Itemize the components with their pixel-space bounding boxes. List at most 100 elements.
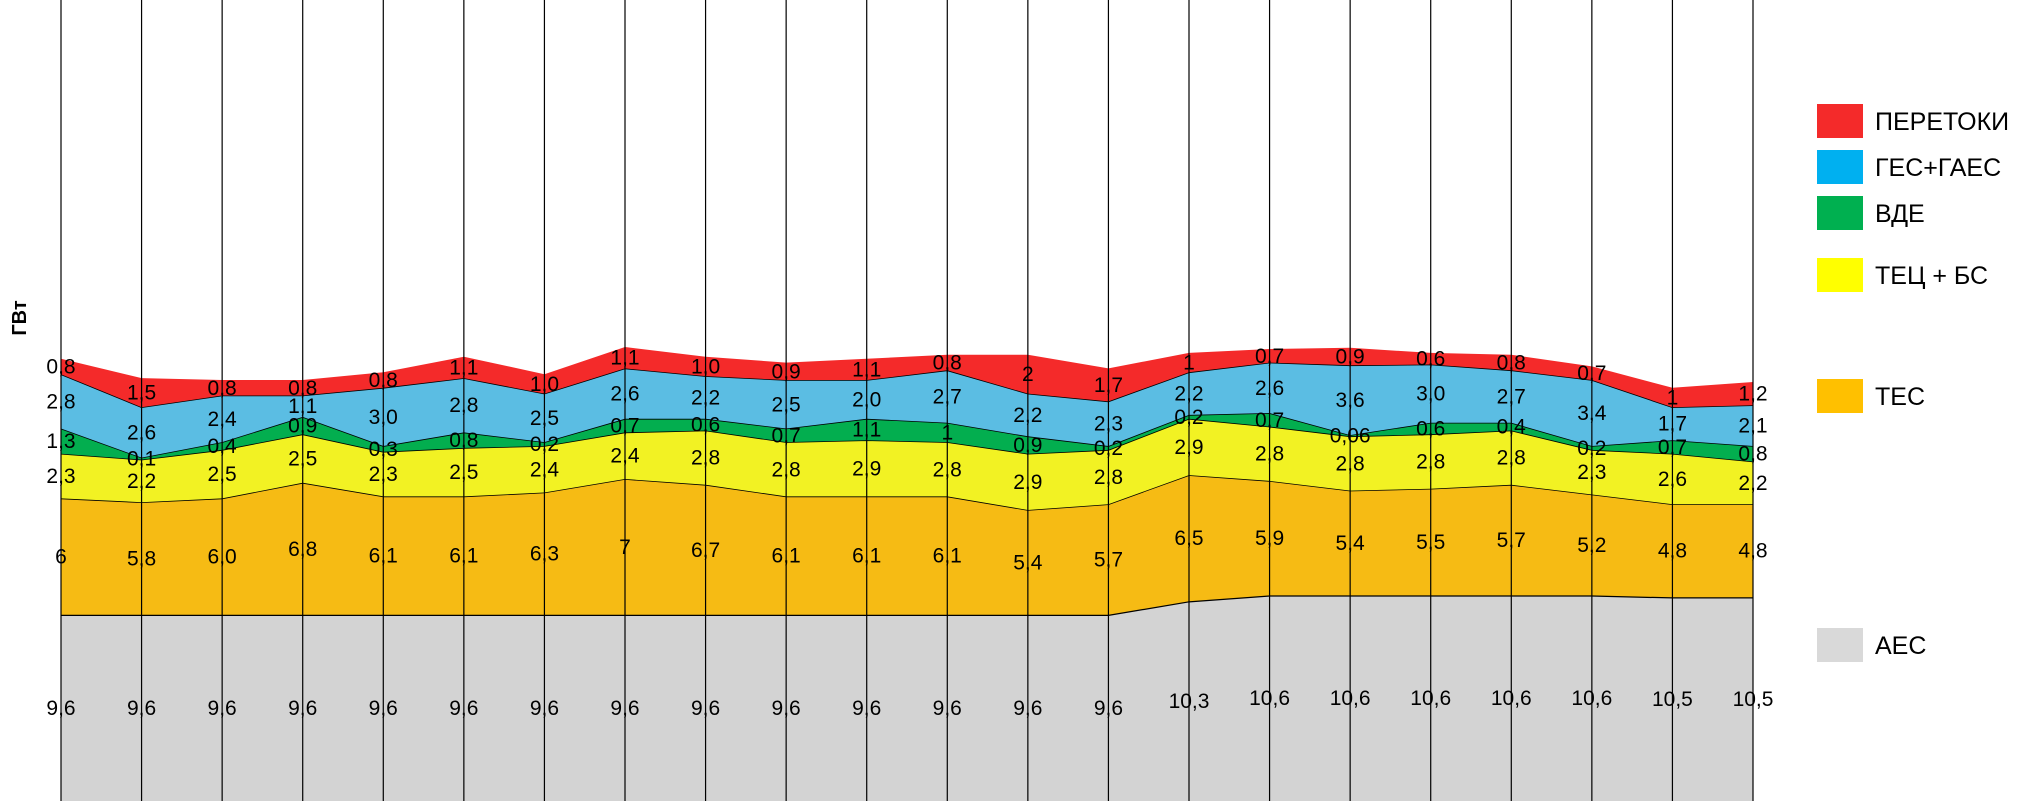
legend-label: ТЕС xyxy=(1875,383,1925,411)
data-label: 6,1 xyxy=(369,545,398,568)
data-label: 0,2 xyxy=(1577,437,1606,460)
data-label: 0,7 xyxy=(1255,409,1284,432)
data-label: 1,1 xyxy=(610,347,639,370)
data-label: 2,9 xyxy=(1174,436,1203,459)
data-label: 2,3 xyxy=(1094,413,1123,436)
chart-areas xyxy=(60,347,1754,801)
data-label: 5,8 xyxy=(127,548,156,571)
data-label: 0,06 xyxy=(1330,425,1371,448)
data-label: 2,0 xyxy=(852,388,881,411)
data-label: 6,1 xyxy=(852,545,881,568)
y-axis-label: ГВт xyxy=(9,300,31,336)
data-label: 0,7 xyxy=(1658,436,1687,459)
data-label: 0,3 xyxy=(369,438,398,461)
data-label: 9,6 xyxy=(46,697,75,720)
data-label: 0,8 xyxy=(208,377,237,400)
data-label: 0,6 xyxy=(691,414,720,437)
legend: ПЕРЕТОКИ ГЕС+ГАЕС ВДЕ ТЕЦ + БС ТЕС АЕС xyxy=(1817,104,2009,662)
data-label: 10,6 xyxy=(1491,687,1532,710)
data-label: 2,8 xyxy=(772,458,801,481)
data-label: 0,1 xyxy=(127,448,156,471)
data-label: 2,8 xyxy=(1094,466,1123,489)
data-label: 0,4 xyxy=(1497,416,1527,439)
data-label: 9,6 xyxy=(530,697,559,720)
data-label: 3,4 xyxy=(1577,402,1607,425)
data-label: 0,2 xyxy=(1094,437,1123,460)
data-label: 2,7 xyxy=(1497,386,1526,409)
data-label: 1 xyxy=(1667,386,1679,409)
data-label: 0,4 xyxy=(208,435,238,458)
legend-swatch xyxy=(1817,258,1863,292)
legend-swatch xyxy=(1817,628,1863,662)
data-label: 2,2 xyxy=(1738,472,1767,495)
data-label: 0,6 xyxy=(1416,348,1445,371)
data-label: 9,6 xyxy=(369,697,398,720)
legend-label: ВДЕ xyxy=(1875,200,1925,228)
data-label: 6,1 xyxy=(933,545,962,568)
data-label: 6 xyxy=(55,546,67,569)
data-label: 0,7 xyxy=(772,424,801,447)
data-label: 2,2 xyxy=(127,470,156,493)
data-label: 9,6 xyxy=(288,697,317,720)
data-label: 0,2 xyxy=(1174,406,1203,429)
data-label: 2,8 xyxy=(1497,447,1526,470)
data-label: 0,7 xyxy=(610,415,639,438)
data-label: 10,6 xyxy=(1330,687,1371,710)
data-label: 9,6 xyxy=(449,697,478,720)
data-label: 7 xyxy=(619,536,631,559)
data-label: 2,1 xyxy=(1738,415,1767,438)
data-label: 2,8 xyxy=(1255,443,1284,466)
legend-swatch xyxy=(1817,104,1863,138)
area-перетоки xyxy=(61,347,1753,408)
data-label: 0,7 xyxy=(1577,362,1606,385)
data-label: 2,2 xyxy=(1013,404,1042,427)
data-label: 0,8 xyxy=(449,429,478,452)
data-label: 1,5 xyxy=(127,382,156,405)
data-label: 9,6 xyxy=(691,697,720,720)
data-label: 1,1 xyxy=(288,395,317,418)
data-label: 2 xyxy=(1022,363,1034,386)
data-label: 3,0 xyxy=(1416,383,1445,406)
data-label: 9,6 xyxy=(772,697,801,720)
data-label: 0,9 xyxy=(1013,434,1042,457)
data-label: 1 xyxy=(1183,352,1195,375)
area-гес-гаес xyxy=(61,362,1753,458)
area-вде xyxy=(61,413,1753,462)
data-label: 9,6 xyxy=(933,697,962,720)
data-label: 10,3 xyxy=(1169,690,1210,713)
data-label: 10,6 xyxy=(1249,687,1290,710)
data-label: 0,7 xyxy=(1255,345,1284,368)
data-label: 1,0 xyxy=(530,373,559,396)
data-label: 5,4 xyxy=(1013,551,1043,574)
data-label: 2,8 xyxy=(691,447,720,470)
data-label: 2,6 xyxy=(1658,468,1687,491)
data-label: 0,8 xyxy=(1738,443,1767,466)
data-label: 0,8 xyxy=(288,377,317,400)
data-label: 9,6 xyxy=(852,697,881,720)
data-label: 3,6 xyxy=(1336,389,1365,412)
data-label: 0,9 xyxy=(1336,346,1365,369)
data-label: 10,6 xyxy=(1571,687,1612,710)
legend-swatch xyxy=(1817,196,1863,230)
data-label: 2,4 xyxy=(610,445,640,468)
data-label: 2,2 xyxy=(691,386,720,409)
data-label: 2,5 xyxy=(288,448,317,471)
data-label: 9,6 xyxy=(1013,697,1042,720)
data-label: 2,8 xyxy=(449,394,478,417)
data-label: 6,8 xyxy=(288,538,317,561)
chart-gridlines xyxy=(60,0,1754,801)
data-label: 2,5 xyxy=(530,407,559,430)
data-label: 2,8 xyxy=(46,390,75,413)
data-label: 2,3 xyxy=(1577,461,1606,484)
data-label: 10,5 xyxy=(1652,688,1693,711)
data-label: 0,9 xyxy=(772,360,801,383)
data-label: 5,9 xyxy=(1255,527,1284,550)
legend-label: ТЕЦ + БС xyxy=(1875,262,1988,290)
data-label: 2,5 xyxy=(449,461,478,484)
data-label: 0,8 xyxy=(1497,352,1526,375)
data-label: 4,8 xyxy=(1738,540,1767,563)
data-label: 2,9 xyxy=(1013,471,1042,494)
data-label: 6,1 xyxy=(449,545,478,568)
data-label: 2,6 xyxy=(1255,377,1284,400)
